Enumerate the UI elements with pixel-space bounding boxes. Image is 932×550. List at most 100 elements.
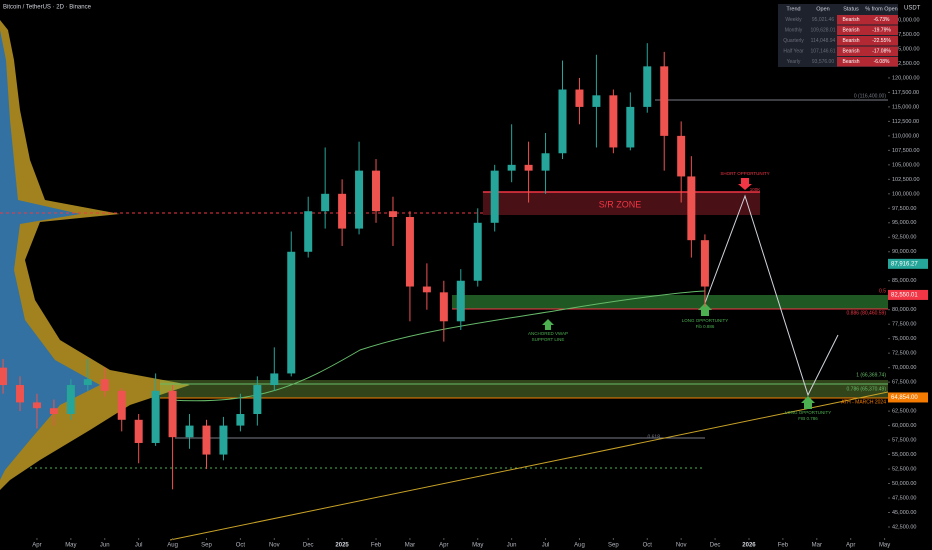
table-cell-bg bbox=[865, 57, 898, 67]
x-tick-label: Jul bbox=[542, 543, 550, 549]
y-tick-label: 120,000.00 bbox=[892, 75, 920, 81]
x-tick-label: Apr bbox=[32, 543, 41, 549]
table-cell: Weekly bbox=[785, 17, 802, 23]
y-tick-label: 102,500.00 bbox=[892, 177, 920, 183]
y-tick-label: 52,500.00 bbox=[892, 467, 916, 473]
candle-body bbox=[700, 240, 709, 287]
candle-body bbox=[270, 373, 279, 386]
fib-zone bbox=[160, 380, 888, 398]
x-tick-label: Mar bbox=[405, 543, 415, 549]
candle-body bbox=[507, 164, 516, 171]
table-cell: -22.55% bbox=[872, 38, 891, 44]
y-tick-label: 92,500.00 bbox=[892, 235, 916, 241]
table-cell-bg bbox=[837, 15, 865, 25]
y-tick-label: 62,500.00 bbox=[892, 409, 916, 415]
y-tick-label: 80,000.00 bbox=[892, 307, 916, 313]
plot bbox=[0, 43, 709, 490]
x-tick-label: Apr bbox=[846, 543, 855, 549]
y-tick-label: 85,000.00 bbox=[892, 278, 916, 284]
y-tick-label: 47,500.00 bbox=[892, 495, 916, 501]
price-label: 82,550.01 bbox=[891, 293, 918, 299]
x-tick-label: Jul bbox=[135, 543, 143, 549]
table-cell-bg bbox=[865, 15, 898, 25]
x-tick-label: Sep bbox=[201, 543, 212, 549]
candle-body bbox=[185, 425, 194, 438]
annotation: ATH - MARCH 2024 bbox=[841, 399, 886, 405]
table-cell: -19.79% bbox=[872, 28, 891, 34]
candle-body bbox=[100, 379, 109, 391]
y-tick-label: 95,000.00 bbox=[892, 220, 916, 226]
candle-body bbox=[372, 170, 381, 212]
y-tick-label: 125,000.00 bbox=[892, 46, 920, 52]
candle-body bbox=[168, 390, 177, 438]
x-tick-label: Jun bbox=[100, 543, 110, 549]
support-zone bbox=[452, 295, 888, 309]
candle-body bbox=[473, 222, 482, 281]
y-tick-label: 57,500.00 bbox=[892, 438, 916, 444]
candle-body bbox=[355, 170, 364, 229]
annotation: S/R ZONE bbox=[599, 199, 642, 209]
candle-body bbox=[660, 66, 669, 136]
candle-body bbox=[304, 211, 313, 252]
table-cell: 107,146.61 bbox=[810, 49, 835, 55]
candle-body bbox=[575, 89, 584, 107]
annotation: 0.786 (65,370.49) bbox=[847, 386, 887, 392]
x-tick-label: Nov bbox=[269, 543, 280, 549]
vwap-arrow bbox=[542, 319, 554, 330]
x-tick-label: Oct bbox=[236, 543, 246, 549]
table-cell: Bearish bbox=[843, 38, 860, 44]
annotation: LONG OPPORTUNITY bbox=[785, 410, 831, 415]
annotation: 100K bbox=[750, 187, 761, 192]
candle-body bbox=[439, 292, 448, 322]
price-label: 64,854.00 bbox=[891, 395, 918, 401]
candle-body bbox=[219, 425, 228, 455]
candle-body bbox=[202, 425, 211, 455]
y-tick-label: 97,500.00 bbox=[892, 206, 916, 212]
candle-body bbox=[253, 385, 262, 415]
candle-body bbox=[338, 193, 347, 229]
annotation: 1 (66,369.74) bbox=[856, 372, 886, 378]
table-cell: Bearish bbox=[843, 49, 860, 55]
table-cell: 95,021.46 bbox=[812, 17, 834, 23]
annotation: FIB 0.786 bbox=[798, 416, 818, 421]
table-cell: Bearish bbox=[843, 17, 860, 23]
table-cell: Half Year bbox=[783, 49, 804, 55]
x-tick-label: Mar bbox=[812, 543, 822, 549]
table-cell: -6.08% bbox=[874, 59, 890, 65]
table-header: Open bbox=[816, 7, 829, 13]
y-tick-label: 70,000.00 bbox=[892, 365, 916, 371]
table-cell: Bearish bbox=[843, 59, 860, 65]
candle-body bbox=[524, 164, 533, 171]
x-tick-label: May bbox=[879, 543, 890, 549]
candle-body bbox=[541, 153, 550, 171]
y-tick-label: 67,500.00 bbox=[892, 380, 916, 386]
table-cell: 109,628.01 bbox=[810, 28, 835, 34]
candle-body bbox=[16, 385, 25, 403]
annotation: SUPPORT LINE bbox=[532, 337, 565, 342]
y-tick-label: 45,000.00 bbox=[892, 510, 916, 516]
candle-body bbox=[677, 135, 686, 177]
table-cell-bg bbox=[837, 57, 865, 67]
table-cell: Yearly bbox=[787, 59, 801, 65]
y-tick-label: 42,500.00 bbox=[892, 524, 916, 530]
x-tick-label: Jun bbox=[507, 543, 517, 549]
y-tick-label: 72,500.00 bbox=[892, 351, 916, 357]
table-cell: 93,576.00 bbox=[812, 59, 834, 65]
table-cell-bg bbox=[837, 36, 865, 46]
table-cell: Quarterly bbox=[783, 38, 804, 44]
candle-body bbox=[287, 251, 296, 374]
x-tick-label: Nov bbox=[676, 543, 687, 549]
candle-body bbox=[609, 95, 618, 148]
y-tick-label: 100,000.00 bbox=[892, 191, 920, 197]
price-label-box bbox=[888, 392, 928, 403]
table-cell: 114,048.94 bbox=[811, 38, 836, 44]
x-tick-label: Dec bbox=[710, 543, 721, 549]
currency-label: USDT bbox=[904, 6, 921, 12]
chart-title: Bitcoin / TetherUS · 2D · Binance bbox=[3, 5, 92, 11]
long-arrow bbox=[698, 303, 712, 316]
annotation: Fib 0.886 bbox=[696, 324, 715, 329]
table-header: Status bbox=[843, 7, 859, 13]
x-tick-label: Feb bbox=[778, 543, 789, 549]
x-tick-label: Feb bbox=[371, 543, 382, 549]
